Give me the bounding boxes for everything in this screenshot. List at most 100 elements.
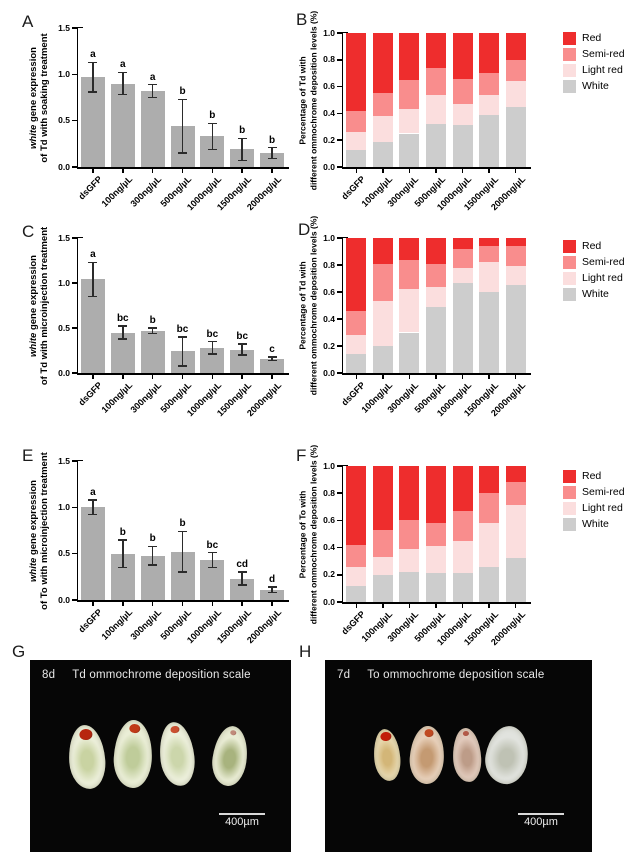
error-bar-cap-bottom — [88, 513, 98, 516]
error-bar-line — [271, 356, 273, 361]
significance-letter: b — [269, 134, 276, 146]
legend-label: Light red — [582, 63, 623, 76]
stacked-bar-segment — [452, 238, 473, 249]
stacked-bar-segment — [479, 33, 500, 74]
y-tick-label: 0.8 — [323, 487, 335, 498]
y-tick-label: 1.0 — [323, 232, 335, 243]
significance-letter: b — [239, 125, 246, 137]
error-bar-cap-top — [88, 261, 98, 264]
y-tick-label: 0.0 — [323, 161, 335, 172]
pupa-specimen — [408, 724, 446, 786]
stacked-bar-segment — [505, 558, 526, 602]
stacked-bar-segment — [372, 466, 393, 530]
stacked-bar-segment — [372, 263, 393, 302]
error-bar-line — [151, 546, 154, 565]
y-tick-mark — [337, 574, 342, 576]
stacked-bar-segment — [505, 59, 526, 82]
legend-row: Semi-red — [563, 46, 625, 62]
stacked-bar-segment — [479, 466, 500, 494]
stacked-bar-segment — [399, 466, 420, 521]
stacked-bar-segment — [505, 266, 526, 286]
stacked-bar-segment — [372, 574, 393, 602]
x-tick-mark — [461, 168, 464, 173]
y-axis-line — [341, 464, 343, 604]
stacked-bar-segment — [505, 482, 526, 506]
error-bar-cap-top — [148, 545, 158, 547]
stacked-bar-segment — [505, 285, 526, 373]
error-bar-cap-bottom — [207, 148, 217, 151]
y-tick-mark — [337, 519, 342, 522]
legend-swatch-white — [563, 287, 576, 301]
stacked-bar-segment — [452, 510, 473, 541]
x-tick-mark — [151, 601, 154, 606]
x-tick-label: 300ng/µL — [128, 174, 164, 209]
scale-bar-line — [518, 812, 564, 815]
significance-letter: cd — [236, 559, 249, 571]
stacked-bar-segment — [426, 263, 446, 287]
x-tick-mark — [461, 374, 464, 379]
error-bar-cap-top — [178, 336, 187, 338]
y-tick-label: 1.0 — [58, 277, 70, 288]
stacked-bar-segment — [372, 93, 393, 117]
significance-letter: bc — [206, 328, 219, 340]
stacked-bar-segment — [372, 116, 393, 142]
stacked-bar-segment — [426, 546, 446, 574]
legend-label: White — [582, 287, 609, 300]
error-bar-cap-bottom — [178, 571, 187, 573]
stacked-bar-segment — [399, 289, 420, 333]
legend-row: Semi-red — [563, 484, 625, 500]
y-tick-label: 0.5 — [58, 322, 70, 333]
panel-F-stacked-chart: 0.0 0.2 0.4 0.6 0.8 1.0 dsGFP 100ng/µL 300ng/µL 5… — [323, 461, 531, 647]
x-tick-mark — [122, 168, 124, 173]
x-axis-line — [341, 167, 531, 169]
legend-swatch-light-red — [563, 63, 576, 77]
error-bar-cap-top — [207, 551, 217, 554]
legend-label: Red — [582, 31, 602, 44]
stacked-bar-segment — [399, 238, 420, 260]
panel-letter-D: D — [298, 220, 311, 239]
stacked-bar-segment — [505, 238, 526, 247]
y-tick-label: 1.5 — [58, 232, 70, 243]
stacked-bar-segment — [372, 33, 393, 94]
stacked-bar-segment — [505, 81, 526, 107]
stacked-bar-segment — [426, 306, 446, 373]
bar — [260, 358, 285, 373]
y-tick-label: 0.2 — [323, 569, 335, 580]
x-tick-mark — [408, 374, 411, 379]
error-bar-cap-bottom — [178, 152, 187, 154]
x-tick-mark — [355, 168, 358, 173]
y-tick-label: 1.0 — [323, 27, 335, 38]
stacked-bar-segment — [479, 114, 500, 167]
error-bar-line — [122, 326, 124, 339]
stacked-bar-segment — [452, 466, 473, 511]
y-tick-label: 0.4 — [323, 313, 335, 324]
stacked-bar-segment — [426, 124, 446, 167]
error-bar-cap-bottom — [118, 93, 128, 96]
error-bar-cap-bottom — [178, 365, 187, 367]
error-bar-cap-bottom — [237, 584, 247, 586]
panel-C-bar-chart: 0.0 0.5 1.0 1.5 dsGFP a 100ng/µL bc 300ng/µL b 500… — [58, 233, 289, 418]
stacked-bar-segment — [426, 94, 446, 125]
significance-letter: a — [90, 249, 96, 261]
axis-end-tick — [76, 236, 83, 238]
error-bar-line — [241, 138, 243, 161]
pupa-specimen — [208, 723, 252, 789]
error-bar-cap-top — [267, 586, 277, 588]
y-axis-line — [341, 236, 343, 375]
stacked-bar-segment — [346, 110, 367, 133]
error-bar-cap-bottom — [237, 159, 247, 162]
stacked-bar-segment — [426, 523, 446, 547]
x-tick-mark — [241, 601, 243, 606]
y-tick-mark — [72, 119, 77, 122]
x-tick-mark — [435, 374, 437, 379]
x-tick-label: 300ng/µL — [128, 380, 164, 415]
y-tick-label: 0.4 — [323, 542, 335, 553]
stacked-bar-segment — [346, 310, 367, 336]
y-tick-mark — [72, 552, 77, 555]
legend-swatch-light-red — [563, 501, 576, 515]
x-tick-mark — [408, 603, 411, 608]
error-bar-cap-top — [267, 356, 277, 358]
legend-label: White — [582, 79, 609, 92]
x-tick-mark — [122, 601, 124, 606]
